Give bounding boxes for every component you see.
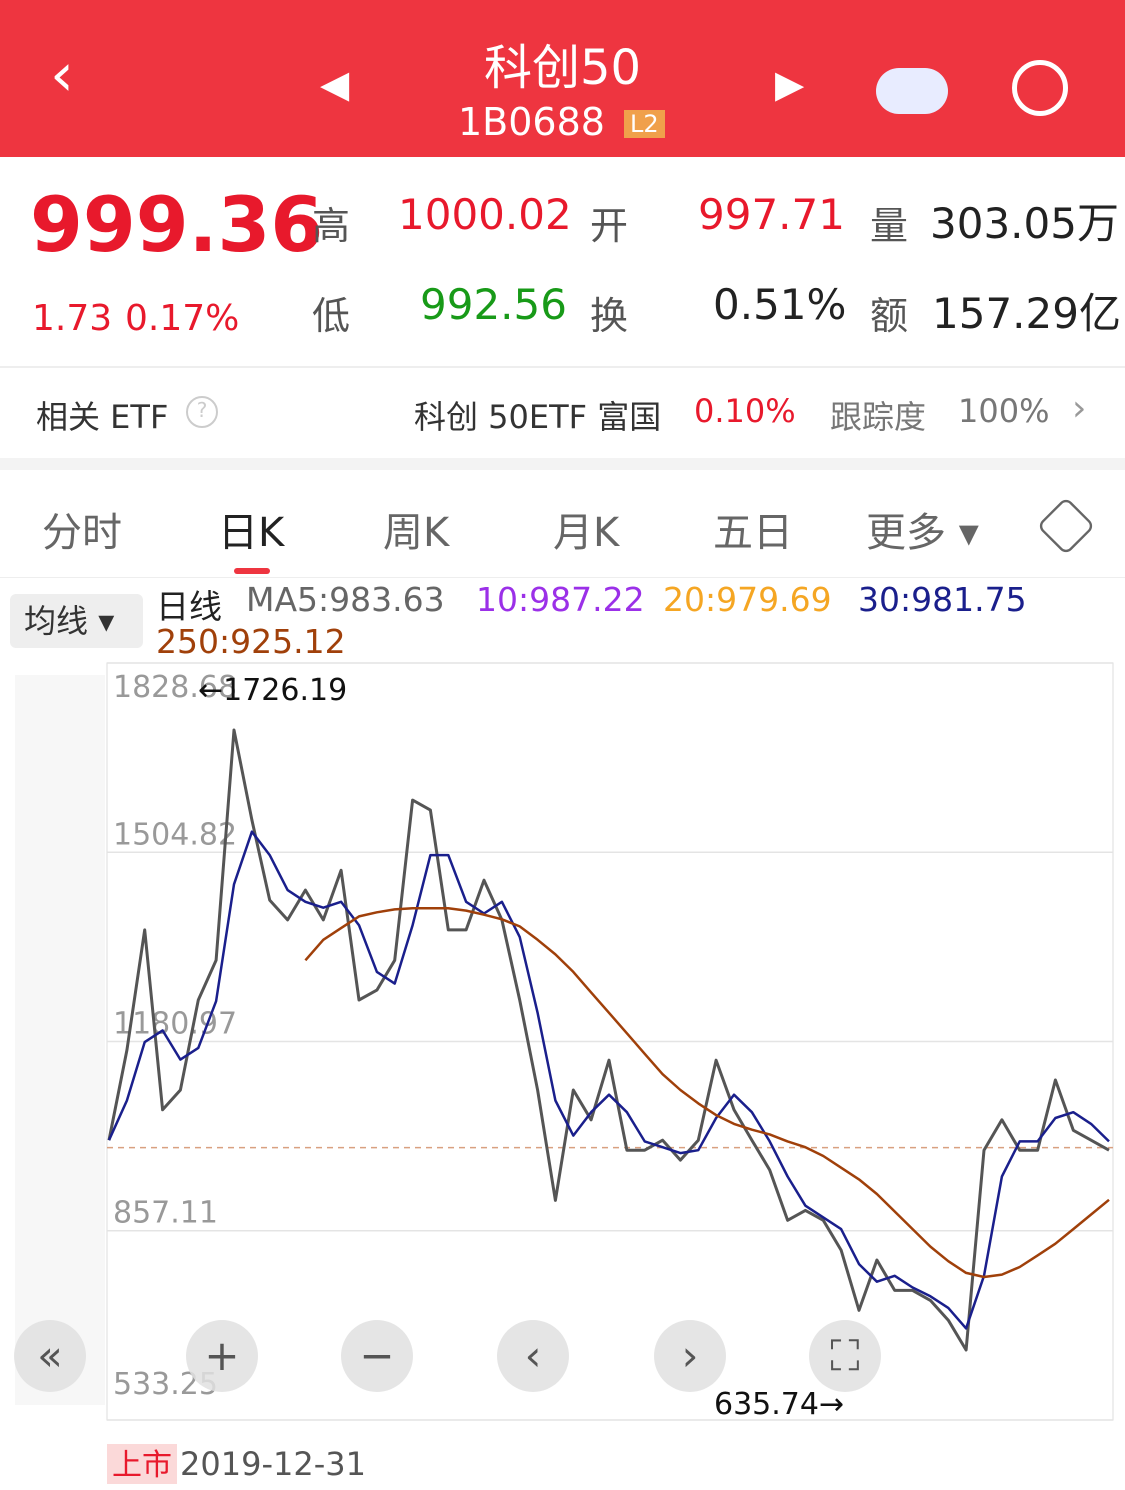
header: ‹ ◀ 科创50 1B0688 L2 ▶ (0, 0, 1125, 157)
value: 992.56 (420, 280, 567, 329)
badge: L2 (624, 110, 665, 138)
label: 高 (312, 204, 351, 248)
code: 1B0688 (458, 100, 605, 144)
value: 303.05万 (930, 199, 1119, 248)
label: 开 (590, 204, 629, 248)
tracking-label: 跟踪度 (830, 398, 927, 436)
listing-label: 上市 (112, 1448, 172, 1483)
label: 量 (870, 204, 909, 248)
tracking: 100% (958, 392, 1050, 430)
control-icon: + (204, 1331, 239, 1380)
etf-change: 0.10% (694, 392, 796, 430)
control-button[interactable] (654, 1320, 726, 1392)
label: 额 (870, 294, 909, 338)
listing-badge (107, 1444, 177, 1484)
control-button[interactable] (497, 1320, 569, 1392)
prev-button[interactable]: ◀ (320, 62, 350, 106)
arrow[interactable]: › (1072, 388, 1087, 429)
control-icon: « (37, 1331, 63, 1380)
divider (0, 366, 1125, 368)
change: 1.73 (32, 298, 113, 339)
tab[interactable]: 分时 (42, 510, 122, 556)
legend-item: 250:925.12 (156, 622, 346, 661)
max-annotation: ←1726.19 (198, 673, 347, 708)
search-icon[interactable] (1012, 60, 1068, 116)
price: 999.36 (30, 180, 324, 269)
next-button[interactable]: ▶ (775, 62, 805, 106)
back-button[interactable]: ‹ (50, 40, 74, 110)
ma-button[interactable]: 均线 ▾ (10, 594, 143, 648)
tab[interactable]: 五日 (713, 510, 793, 556)
title: 科创50 (483, 40, 642, 96)
dotted-strip (15, 675, 105, 1405)
value: 997.71 (698, 190, 845, 239)
y-tick-label: 1828.68 (113, 670, 237, 705)
control-button[interactable] (14, 1320, 86, 1392)
series-line (304, 906, 1110, 1279)
value: 1000.02 (398, 190, 572, 239)
legend-item: 20:979.69 (663, 580, 832, 619)
control-icon: › (682, 1331, 699, 1380)
robot-icon[interactable] (876, 68, 948, 114)
settings-icon[interactable] (1036, 496, 1096, 556)
legend-item: 30:981.75 (858, 580, 1027, 619)
control-icon: ‹ (525, 1331, 542, 1380)
tab-indicator (234, 568, 270, 574)
divider (0, 577, 1125, 578)
separator (0, 458, 1125, 470)
series-line (107, 830, 1110, 1330)
label: 低 (312, 294, 351, 338)
start-date: 2019-12-31 (180, 1445, 366, 1483)
control-icon: ⛶ (830, 1331, 859, 1380)
ma-button-text: 均线 (24, 602, 89, 640)
label: 换 (590, 294, 629, 338)
value: 0.51% (713, 280, 847, 329)
etf-label: 相关 ETF (36, 398, 169, 436)
min-annotation: 635.74→ (714, 1387, 844, 1422)
value: 157.29亿 (932, 289, 1121, 338)
legend-item: MA5:983.63 (246, 580, 445, 619)
tab[interactable]: 日K (218, 510, 285, 556)
etf-name[interactable]: 科创 50ETF 富国 (414, 398, 662, 436)
legend-item: 10:987.22 (476, 580, 645, 619)
control-button[interactable] (186, 1320, 258, 1392)
y-tick-label: 1504.82 (113, 817, 237, 852)
legend-item: 日线 (156, 587, 222, 626)
control-button[interactable] (341, 1320, 413, 1392)
change-pct: 0.17% (125, 298, 240, 339)
series-line (107, 728, 1110, 1352)
chart: 1828.681504.821180.97857.11533.25←1726.1… (14, 662, 1114, 1484)
help-icon[interactable]: ? (186, 396, 218, 428)
tab[interactable]: 月K (553, 510, 620, 556)
tab[interactable]: 周K (383, 510, 450, 556)
y-tick-label: 857.11 (113, 1196, 218, 1231)
control-icon: − (359, 1331, 394, 1380)
tab[interactable]: 更多 ▾ (866, 510, 979, 556)
control-button[interactable] (809, 1320, 881, 1392)
